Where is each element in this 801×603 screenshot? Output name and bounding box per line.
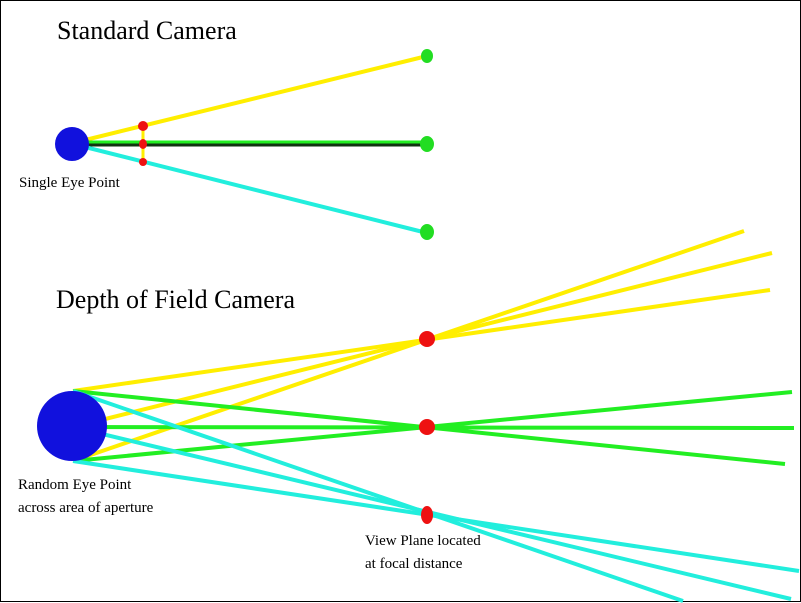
near-point-center — [139, 139, 147, 149]
standard-view-points — [420, 49, 434, 240]
dof-focal-points — [419, 331, 435, 524]
near-point-top — [138, 121, 148, 131]
dof-camera-title: Depth of Field Camera — [56, 285, 295, 314]
single-eye-point-label: Single Eye Point — [19, 175, 121, 191]
standard-near-plane — [138, 121, 148, 166]
dof-yellow-ray-3 — [72, 229, 745, 463]
view-point-center — [420, 136, 434, 152]
near-point-bottom — [139, 158, 147, 166]
view-point-top — [421, 49, 433, 63]
focal-point-center — [419, 419, 435, 435]
random-eye-label-line2: across area of aperture — [18, 500, 154, 516]
dof-cyan-ray-1 — [72, 389, 684, 603]
standard-camera-title: Standard Camera — [57, 16, 237, 45]
view-point-bottom — [420, 224, 434, 240]
focal-point-bottom — [421, 506, 433, 524]
standard-ray-top — [72, 54, 428, 145]
standard-ray-bottom — [72, 142, 428, 235]
view-plane-label-line1: View Plane located — [365, 533, 481, 549]
standard-rays — [72, 54, 428, 235]
focal-point-top — [419, 331, 435, 347]
dof-cyan-ray-3 — [72, 459, 800, 573]
view-plane-label-line2: at focal distance — [365, 556, 463, 572]
single-eye-point — [55, 127, 89, 161]
random-eye-label-line1: Random Eye Point — [18, 477, 132, 493]
aperture-eye — [37, 391, 107, 461]
